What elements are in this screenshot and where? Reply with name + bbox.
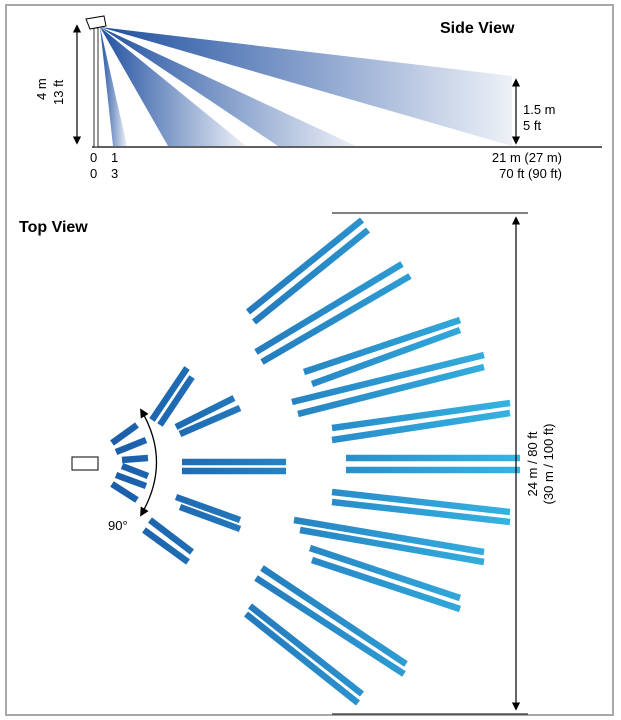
top-view-title: Top View [19, 219, 88, 236]
mounting-pole [93, 27, 99, 148]
detection-zone-strip [110, 481, 139, 503]
detection-zone-strip [120, 462, 150, 480]
detection-zone-strip [174, 395, 236, 430]
near-ft-label: 3 [111, 166, 118, 181]
mount-height-ft-label: 13 ft [51, 79, 66, 105]
near-m-label: 1 [111, 150, 118, 165]
top-view: Top View 90° 24 m / 80 ft (30 m / 100 ft… [19, 212, 556, 715]
detection-zone-strip [178, 503, 242, 533]
side-beam-long [100, 27, 512, 146]
detection-zone-strip [331, 488, 511, 516]
target-height-ft-label: 5 ft [523, 118, 541, 133]
side-view-beams [100, 27, 512, 146]
detection-zone-strip [178, 405, 242, 437]
detection-zone-strip [331, 409, 511, 444]
detection-zone-strip [260, 565, 408, 667]
origin-ft-label: 0 [90, 166, 97, 181]
detection-zone-strip [302, 316, 462, 376]
detection-zone-strip [157, 375, 195, 427]
detection-zone-strip [310, 326, 462, 388]
detection-zone-strip [308, 544, 462, 602]
angle-label: 90° [108, 518, 128, 533]
detection-zone-strip [331, 498, 511, 526]
detection-zone-strip [293, 516, 485, 556]
origin-m-label: 0 [90, 150, 97, 165]
detection-zone-strip [310, 556, 462, 613]
side-view-title: Side View [440, 20, 515, 37]
range-m-label: 21 m (27 m) [492, 150, 562, 165]
detection-zone-strip [299, 526, 485, 566]
detection-zone-strip [110, 422, 139, 446]
detection-zone-strip [254, 575, 406, 677]
side-view: Side View 4 m 13 ft 1.5 m 5 ft 0 0 1 3 2… [34, 15, 602, 181]
target-height-m-label: 1.5 m [523, 102, 556, 117]
detection-zone-strip [251, 227, 371, 325]
detection-zone-strip [331, 399, 511, 432]
detection-zone-strip [142, 527, 190, 565]
sensor-top-icon [71, 456, 99, 471]
side-beam-3 [100, 27, 246, 146]
detection-zone-strip [247, 603, 365, 697]
top-view-beams [110, 217, 520, 706]
width-label-secondary: (30 m / 100 ft) [541, 424, 556, 505]
mount-height-m-label: 4 m [34, 78, 49, 100]
detection-zone-strip [254, 261, 404, 355]
width-label-primary: 24 m / 80 ft [525, 431, 540, 496]
detection-zone-strip [245, 217, 365, 315]
detection-zone-strip [121, 454, 149, 464]
detection-zone-strip [260, 273, 412, 365]
angle-arc [140, 408, 158, 517]
detection-zone-strip [148, 517, 194, 555]
detection-zone-strip [174, 493, 242, 524]
detection-zone-strip [291, 351, 485, 406]
side-beam-2 [100, 27, 127, 146]
side-beam-4 [100, 27, 356, 146]
detection-zone-strip [243, 611, 361, 706]
sensor-icon [85, 15, 107, 30]
detection-zone-strip [114, 436, 148, 456]
detection-zone-strip [149, 366, 190, 422]
detection-zone-strip [297, 363, 485, 418]
range-ft-label: 70 ft (90 ft) [499, 166, 562, 181]
